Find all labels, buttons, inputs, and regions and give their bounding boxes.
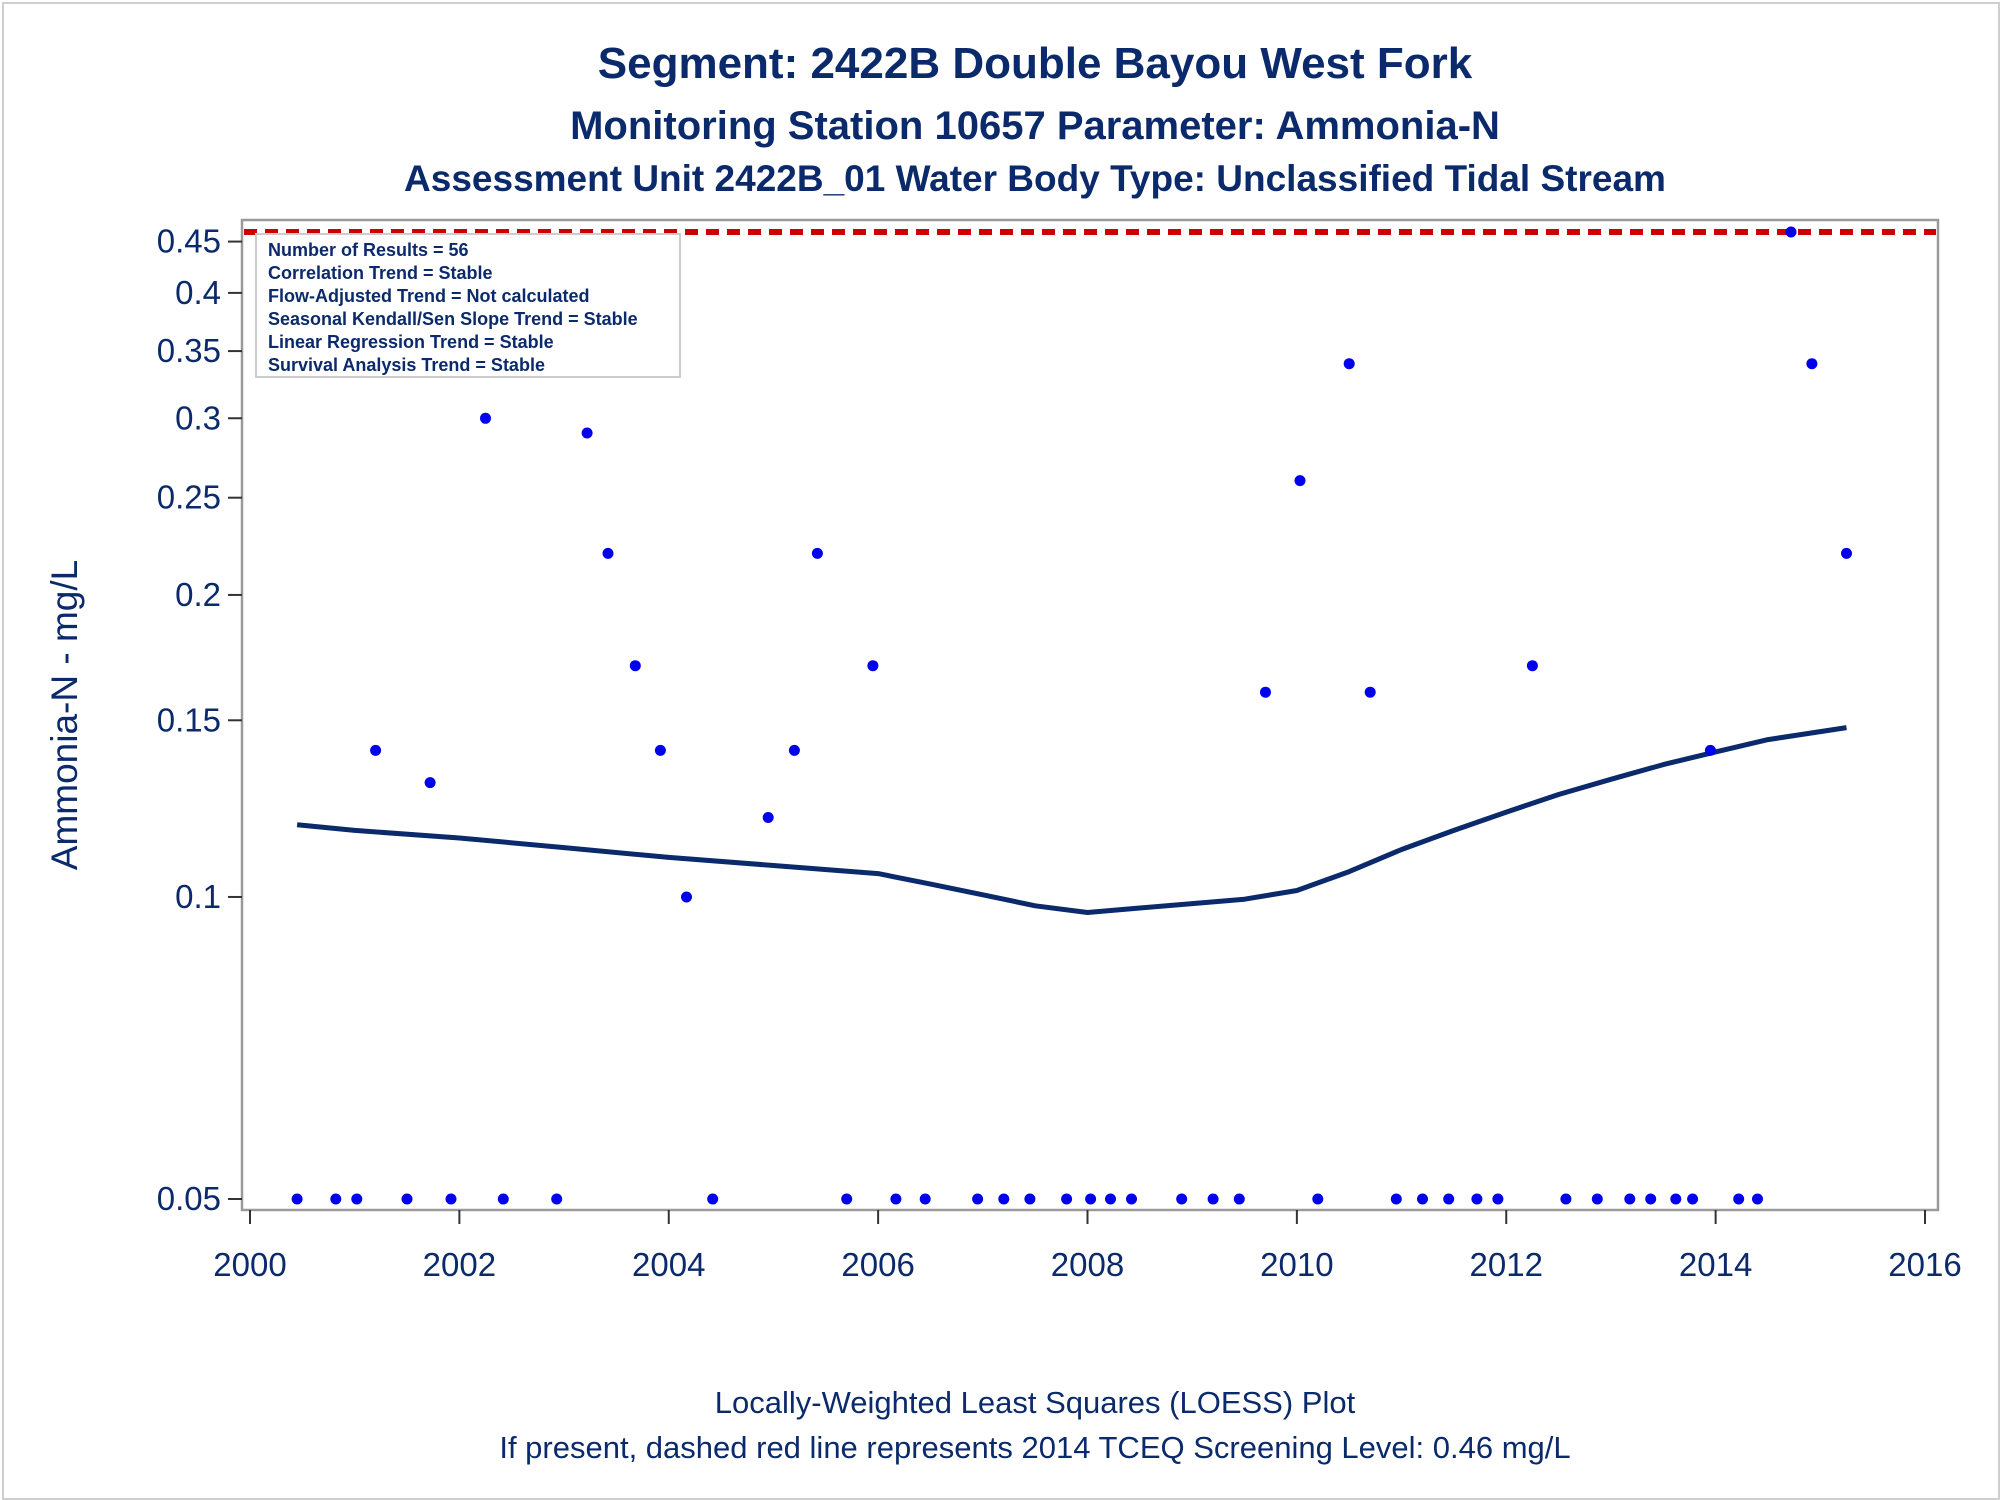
data-point — [1492, 1193, 1504, 1205]
data-point — [998, 1193, 1010, 1205]
stat-correlation-trend: Correlation Trend = Stable — [268, 263, 493, 283]
chart-subtitle-2: Assessment Unit 2422B_01 Water Body Type… — [404, 158, 1666, 199]
data-point — [1417, 1193, 1428, 1205]
data-point — [867, 660, 879, 672]
data-point — [811, 547, 823, 559]
data-point — [1085, 1193, 1097, 1205]
data-point — [1294, 475, 1306, 487]
data-point — [330, 1193, 342, 1205]
x-tick-label: 2006 — [841, 1246, 914, 1283]
data-point — [1260, 686, 1271, 698]
stat-survival-analysis-trend: Survival Analysis Trend = Stable — [268, 355, 545, 375]
x-tick-label: 2010 — [1260, 1246, 1333, 1283]
footer-line-1: Locally-Weighted Least Squares (LOESS) P… — [715, 1385, 1356, 1420]
data-point — [890, 1193, 902, 1205]
stats-box-border — [255, 233, 681, 378]
data-point — [1560, 1193, 1572, 1205]
data-point — [1390, 1193, 1402, 1205]
data-point — [972, 1193, 984, 1205]
data-point — [1624, 1193, 1636, 1205]
chart-subtitle: Monitoring Station 10657 Parameter: Ammo… — [570, 104, 1500, 148]
plot-area — [240, 218, 1940, 1212]
footer-line-2: If present, dashed red line represents 2… — [499, 1430, 1570, 1465]
stat-seasonal-kendall-trend: Seasonal Kendall/Sen Slope Trend = Stabl… — [268, 309, 638, 329]
stat-flow-adjusted-trend: Flow-Adjusted Trend = Not calculated — [268, 286, 590, 306]
data-point — [654, 744, 666, 756]
y-tick-label: 0.25 — [157, 479, 221, 516]
y-tick-label: 0.4 — [175, 274, 221, 311]
data-point — [551, 1193, 563, 1205]
data-point — [291, 1193, 303, 1205]
data-point — [1207, 1193, 1219, 1205]
data-point — [1061, 1193, 1073, 1205]
y-tick-label: 0.45 — [157, 223, 221, 260]
data-point — [629, 660, 641, 672]
data-point — [1443, 1193, 1455, 1205]
x-tick-label: 2000 — [213, 1246, 286, 1283]
data-point — [1024, 1193, 1036, 1205]
data-point — [1687, 1193, 1699, 1205]
y-axis-label: Ammonia-N - mg/L — [44, 560, 85, 870]
data-point — [1343, 358, 1355, 370]
data-point — [1176, 1193, 1188, 1205]
data-point — [581, 427, 593, 439]
data-point — [1785, 226, 1797, 238]
y-tick-label: 0.1 — [175, 878, 221, 915]
data-point — [1752, 1193, 1763, 1205]
x-axis: 2000 2002 2004 2006 2008 2010 2012 2014 2016 — [213, 1210, 1962, 1283]
y-tick-label: 0.15 — [157, 701, 221, 738]
data-point — [1670, 1193, 1682, 1205]
y-tick-label: 0.05 — [157, 1180, 221, 1217]
data-point — [1233, 1193, 1245, 1205]
data-point — [1312, 1193, 1324, 1205]
data-point — [1704, 744, 1716, 756]
data-point — [707, 1193, 719, 1205]
data-point — [497, 1193, 509, 1205]
x-tick-label: 2002 — [423, 1246, 496, 1283]
data-point — [1733, 1193, 1745, 1205]
loess-trend-line — [296, 725, 1847, 915]
data-point — [919, 1193, 931, 1205]
data-points — [291, 226, 1852, 1205]
data-point — [401, 1193, 413, 1205]
data-point — [351, 1193, 363, 1205]
data-point — [1841, 547, 1852, 559]
data-point — [1471, 1193, 1483, 1205]
data-point — [445, 1193, 457, 1205]
data-point — [681, 891, 692, 903]
data-point — [370, 744, 382, 756]
data-point — [602, 547, 614, 559]
x-tick-label: 2004 — [632, 1246, 705, 1283]
x-tick-label: 2016 — [1888, 1246, 1961, 1283]
data-point — [424, 777, 436, 789]
y-tick-label: 0.2 — [175, 576, 221, 613]
x-tick-label: 2008 — [1051, 1246, 1124, 1283]
y-axis: 0.05 0.1 0.15 0.2 0.25 0.3 0.35 0.4 0.45 — [157, 223, 242, 1217]
stats-box: Number of Results = 56 Correlation Trend… — [255, 233, 681, 378]
data-point — [762, 812, 774, 823]
data-point — [1591, 1193, 1603, 1205]
x-tick-label: 2014 — [1679, 1246, 1752, 1283]
stat-linear-regression-trend: Linear Regression Trend = Stable — [268, 332, 554, 352]
y-tick-label: 0.3 — [175, 399, 221, 436]
data-point — [1126, 1193, 1137, 1205]
data-point — [480, 412, 491, 424]
data-point — [788, 744, 800, 756]
stat-number-of-results: Number of Results = 56 — [268, 240, 469, 260]
data-point — [1806, 358, 1818, 370]
data-point — [841, 1193, 853, 1205]
chart-title: Segment: 2422B Double Bayou West Fork — [598, 39, 1473, 88]
data-point — [1364, 686, 1376, 698]
data-point — [1645, 1193, 1657, 1205]
data-point — [1105, 1193, 1116, 1205]
data-point — [1526, 660, 1538, 672]
y-tick-label: 0.35 — [157, 332, 221, 369]
x-tick-label: 2012 — [1470, 1246, 1543, 1283]
